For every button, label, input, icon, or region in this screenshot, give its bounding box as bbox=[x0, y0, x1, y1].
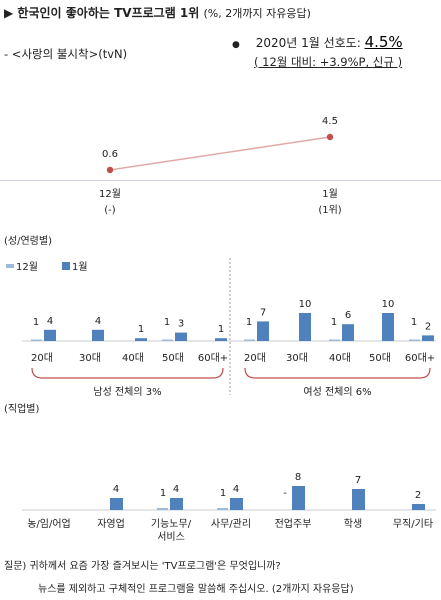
category-label-0-2: 40대 bbox=[122, 352, 144, 364]
bar-jan-1-0 bbox=[257, 321, 269, 341]
bar-jan-label-0-0: 4 bbox=[47, 316, 53, 327]
bar-dec-label-1-0: 1 bbox=[246, 317, 252, 328]
bar-dec-label-0-3: 1 bbox=[164, 317, 170, 328]
bar-jan-1-4 bbox=[422, 335, 434, 341]
occupation-label-2-0: 기능노무/ bbox=[151, 518, 192, 530]
occupation-label-0-0: 농/임/어업 bbox=[27, 517, 71, 530]
line-x-sublabel-1: (1위) bbox=[318, 203, 341, 216]
occupation-label-6-0: 무직/기타 bbox=[393, 518, 433, 530]
occ-bar-jan-3 bbox=[230, 498, 243, 510]
occ-bar-dec-2 bbox=[157, 508, 168, 510]
line-x-sublabel-0: (-) bbox=[104, 205, 116, 216]
occupation-label-1-0: 자영업 bbox=[97, 517, 125, 530]
group-label-1: 여성 전체의 6% bbox=[303, 386, 371, 398]
bar-jan-label-1-3: 10 bbox=[382, 299, 395, 310]
preference-label: 2020년 1월 선호도: bbox=[255, 36, 365, 50]
legend-label-1: 1월 bbox=[72, 261, 88, 273]
category-label-0-1: 30대 bbox=[79, 352, 101, 364]
bar-jan-0-4 bbox=[215, 338, 227, 341]
preference-value: 4.5% bbox=[364, 33, 403, 51]
bar-jan-1-3 bbox=[382, 313, 394, 341]
line-x-label-1: 1월 bbox=[322, 188, 338, 200]
preference-detail: ( 12월 대비: +3.9%P, 신규 ) bbox=[254, 55, 403, 69]
bar-jan-1-1 bbox=[299, 313, 311, 341]
category-label-1-1: 30대 bbox=[286, 352, 308, 364]
category-label-0-3: 50대 bbox=[162, 352, 184, 364]
legend-swatch-1 bbox=[62, 262, 70, 270]
occ-bar-jan-6 bbox=[412, 504, 425, 510]
bar-dec-1-2 bbox=[329, 339, 340, 341]
section-title-gender-age: (성/연령별) bbox=[4, 235, 52, 247]
occ-bar-jan-label-3: 4 bbox=[233, 484, 239, 495]
program-name: - <사랑의 불시착>(tvN) bbox=[4, 47, 128, 61]
line-point-0 bbox=[106, 166, 114, 174]
bar-dec-label-1-2: 1 bbox=[331, 317, 337, 328]
occ-bar-dec-label-4: - bbox=[283, 488, 287, 499]
bar-dec-1-0 bbox=[244, 339, 255, 341]
occ-bar-jan-1 bbox=[110, 498, 123, 510]
footnote-question: 질문) 귀하께서 요즘 가장 즐겨보시는 'TV프로그램'은 무엇입니까? bbox=[4, 561, 281, 572]
line-value-label-1: 4.5 bbox=[322, 116, 338, 127]
bar-jan-label-1-4: 2 bbox=[425, 321, 431, 332]
category-label-1-4: 60대+ bbox=[405, 352, 435, 364]
occ-bar-jan-label-4: 8 bbox=[295, 472, 301, 483]
bar-dec-1-4 bbox=[409, 339, 420, 341]
bar-jan-0-3 bbox=[175, 332, 187, 341]
series-line bbox=[109, 136, 331, 171]
title-subtitle: (%, 2개까지 자유응답) bbox=[203, 7, 311, 20]
occ-bar-jan-2 bbox=[170, 498, 183, 510]
bar-jan-label-0-2: 1 bbox=[138, 324, 144, 335]
occupation-label-2-1: 서비스 bbox=[157, 531, 185, 543]
occupation-label-5-0: 학생 bbox=[344, 518, 362, 530]
category-label-1-3: 50대 bbox=[369, 352, 391, 364]
bar-dec-0-3 bbox=[162, 339, 173, 341]
bar-dec-0-0 bbox=[31, 339, 42, 341]
footnote-instruction: 뉴스를 제외하고 구체적인 프로그램을 말씀해 주십시오. (2개까지 자유응답… bbox=[38, 584, 354, 595]
preference-line: ● 2020년 1월 선호도: 4.5% bbox=[232, 33, 403, 51]
occupation-label-3-0: 사무/관리 bbox=[211, 518, 251, 530]
line-point-1 bbox=[326, 133, 334, 141]
occ-bar-dec-label-2: 1 bbox=[160, 488, 166, 499]
bar-jan-label-0-1: 4 bbox=[95, 316, 101, 327]
line-value-label-0: 0.6 bbox=[102, 149, 118, 160]
category-label-1-2: 40대 bbox=[329, 352, 351, 364]
bar-jan-label-0-3: 3 bbox=[178, 319, 184, 330]
occ-bar-jan-label-5: 7 bbox=[355, 475, 361, 486]
group-bracket-1 bbox=[244, 367, 431, 379]
occ-bar-jan-label-2: 4 bbox=[173, 484, 179, 495]
title-text: 한국인이 좋아하는 TV프로그램 1위 bbox=[17, 6, 200, 20]
occupation-label-4-0: 전업주부 bbox=[275, 517, 312, 530]
occ-bar-jan-5 bbox=[352, 489, 365, 510]
bar-jan-label-1-1: 10 bbox=[299, 299, 312, 310]
occ-bar-jan-4 bbox=[292, 486, 305, 510]
group-bracket-0 bbox=[31, 367, 224, 379]
bar-jan-label-1-0: 7 bbox=[260, 307, 266, 318]
legend-swatch-12 bbox=[6, 264, 14, 268]
bar-dec-label-0-0: 1 bbox=[33, 317, 39, 328]
bullet-icon: ● bbox=[232, 40, 240, 50]
chart-title: ▶ 한국인이 좋아하는 TV프로그램 1위 (%, 2개까지 자유응답) bbox=[4, 4, 311, 21]
group-label-0: 남성 전체의 3% bbox=[93, 386, 161, 398]
bar-jan-0-0 bbox=[44, 329, 56, 341]
bar-jan-0-1 bbox=[92, 329, 104, 341]
occ-bar-jan-label-6: 2 bbox=[415, 490, 421, 501]
title-marker-icon: ▶ bbox=[4, 6, 14, 20]
bar-jan-label-0-4: 1 bbox=[218, 324, 224, 335]
category-label-0-4: 60대+ bbox=[198, 352, 228, 364]
line-chart-divider bbox=[0, 180, 441, 181]
occ-bar-jan-label-1: 4 bbox=[113, 484, 119, 495]
legend-label-12: 12월 bbox=[16, 261, 38, 273]
bar-jan-0-2 bbox=[135, 338, 147, 341]
line-x-label-0: 12월 bbox=[99, 188, 121, 200]
bar-jan-1-2 bbox=[342, 324, 354, 341]
occ-bar-dec-3 bbox=[217, 508, 228, 510]
occ-bar-dec-label-3: 1 bbox=[220, 488, 226, 499]
bar-jan-label-1-2: 6 bbox=[345, 310, 351, 321]
category-label-0-0: 20대 bbox=[31, 352, 53, 364]
section-title-occupation: (직업별) bbox=[4, 402, 40, 415]
category-label-1-0: 20대 bbox=[244, 352, 266, 364]
bar-dec-label-1-4: 1 bbox=[411, 317, 417, 328]
